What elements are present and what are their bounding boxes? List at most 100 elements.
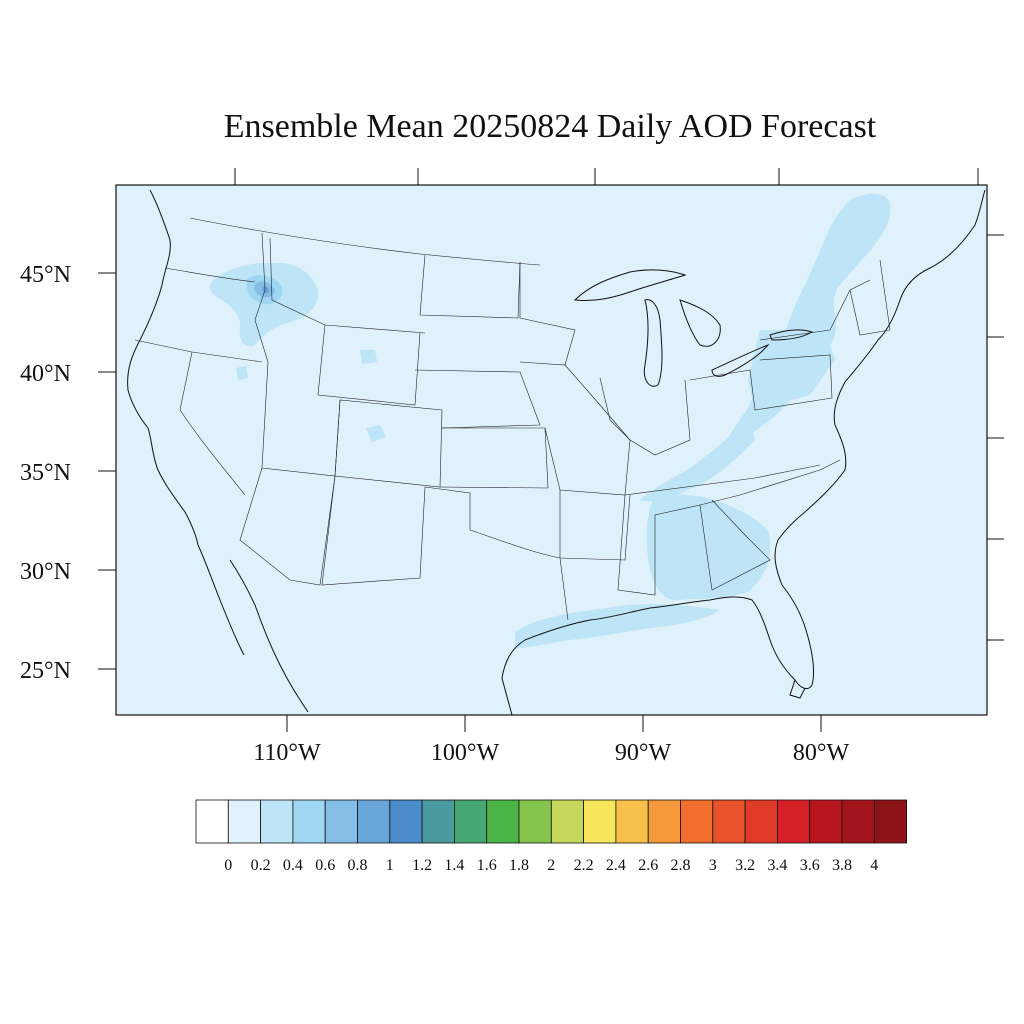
colorbar-label: 0 [224, 857, 232, 874]
lake-superior [573, 269, 687, 301]
colorbar-label: 2.6 [638, 857, 658, 874]
map-frame [115, 184, 988, 716]
colorbar [195, 799, 907, 844]
colorbar-label: 2.4 [606, 857, 626, 874]
border-il-in [599, 377, 691, 456]
colorbar-swatch [292, 799, 326, 844]
colorbar-label: 0.4 [283, 857, 303, 874]
colorbar-label: 3 [709, 857, 717, 874]
colorbar-label: 3.4 [767, 857, 787, 874]
plume-appalachian [640, 410, 755, 502]
aod-plume-core [246, 275, 283, 305]
baja-coast [197, 544, 245, 656]
border-mt [269, 237, 426, 334]
colorbar-label: 3.6 [800, 857, 820, 874]
colorbar-label: 3.8 [832, 857, 852, 874]
border-nd-sd [419, 254, 521, 319]
colorbar-label: 1 [386, 857, 394, 874]
latitude-labels: 45°N 40°N 35°N 30°N 25°N [20, 262, 71, 684]
border-tx [424, 486, 569, 621]
colorbar-swatch [357, 799, 391, 844]
state-borders [134, 217, 891, 621]
border-ga-sc [711, 499, 771, 591]
colorbar-swatch [841, 799, 875, 844]
right-ticks [987, 234, 1004, 641]
longitude-labels: 110°W 100°W 90°W 80°W [253, 740, 849, 766]
lat-label: 25°N [20, 658, 71, 684]
chart-title: Ensemble Mean 20250824 Daily AOD Forecas… [223, 108, 877, 145]
colorbar-swatch [712, 799, 746, 844]
colorbar-swatch [195, 799, 229, 844]
border-ca-nv [179, 351, 246, 496]
plume-utah-small [236, 366, 248, 380]
border-new-england [849, 259, 891, 336]
aod-plumes [210, 193, 891, 648]
colorbar-swatch [227, 799, 262, 844]
gulf-coast [501, 584, 815, 716]
plume-colorado [366, 425, 386, 442]
bottom-ticks [286, 715, 822, 732]
border-az-nm [239, 467, 336, 586]
border-nm [321, 475, 426, 586]
border-ne-ks [414, 369, 541, 429]
pacific-coast [127, 189, 199, 546]
colorbar-label: 3.2 [735, 857, 755, 874]
plume-southeast [646, 494, 771, 601]
colorbar-label: 0.6 [315, 857, 335, 874]
border-tn-ky [624, 464, 821, 496]
colorbar-swatch [647, 799, 681, 844]
border-mn-ia [519, 262, 576, 366]
plume-wyoming [360, 350, 377, 364]
colorbar-swatch [421, 799, 455, 844]
top-ticks [234, 168, 979, 185]
border-wy [317, 324, 421, 406]
border-mo [544, 364, 631, 496]
mexico-coast [229, 559, 309, 713]
lake-michigan [643, 299, 663, 387]
lake-ontario [769, 329, 814, 341]
border-id [254, 232, 269, 363]
colorbar-swatch [873, 799, 907, 844]
lon-label: 80°W [793, 740, 850, 766]
plume-idaho-peak [262, 286, 270, 294]
colorbar-label: 1.8 [509, 857, 529, 874]
colorbar-label: 1.4 [444, 857, 464, 874]
lat-label: 35°N [20, 460, 71, 486]
lat-label: 45°N [20, 262, 71, 288]
colorbar-label: 0.2 [251, 857, 271, 874]
colorbar-swatch [809, 799, 843, 844]
plume-idaho [210, 262, 319, 347]
colorbar-swatch [453, 799, 488, 844]
colorbar-swatch [389, 799, 423, 844]
left-ticks [98, 272, 116, 670]
colorbar-label: 4 [870, 857, 878, 874]
florida-tip [789, 679, 806, 699]
lon-label: 110°W [253, 740, 321, 766]
border-oh-pa [689, 354, 833, 411]
colorbar-swatch [615, 799, 649, 844]
colorbar-swatch [777, 799, 811, 844]
border-va-nc [699, 459, 841, 506]
colorbar-label: 2.8 [671, 857, 691, 874]
coastlines [127, 189, 986, 716]
border-canada [189, 217, 541, 266]
colorbar-swatch [744, 799, 778, 844]
colorbar-label: 1.2 [412, 857, 432, 874]
colorbar-labels: 0 0.2 0.4 0.6 0.8 1 1.2 1.4 1.6 1.8 2 2.2 2.4 2.6 2.8 3… [224, 857, 878, 874]
lat-label: 40°N [20, 361, 71, 387]
lon-label: 100°W [431, 740, 500, 766]
border-ms-al [617, 494, 713, 596]
colorbar-swatch [583, 799, 617, 844]
colorbar-label: 0.8 [348, 857, 368, 874]
colorbar-label: 1.6 [477, 857, 497, 874]
border-ks-ok [439, 427, 549, 489]
colorbar-swatch [324, 799, 358, 844]
border-ny [759, 279, 871, 341]
colorbar-swatch [260, 799, 294, 844]
lake-huron [679, 299, 721, 347]
plume-gulf-coast [515, 604, 720, 648]
colorbar-label: 2.2 [574, 857, 594, 874]
colorbar-swatch [486, 799, 520, 844]
border-ar-la [559, 490, 631, 561]
